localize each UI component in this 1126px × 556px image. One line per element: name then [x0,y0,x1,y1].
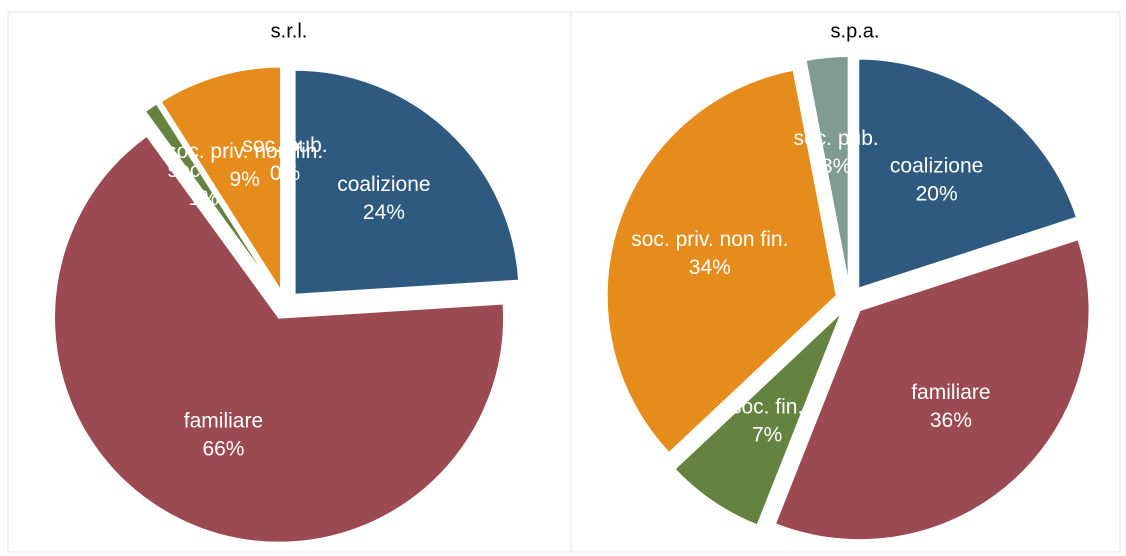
slice-value-label: 36% [930,409,972,432]
slice-category: soc. priv. non fin. [631,228,788,251]
pie-slice [293,68,521,296]
pie-slice [857,57,1079,291]
pie-slice [673,310,844,527]
slice-category: familiare [184,409,263,432]
pie-slice [804,55,850,287]
slice-category: soc. pub. [794,127,879,150]
slice-value-label: 20% [916,182,958,205]
pie-slice [143,102,278,295]
slice-category: coalizione [890,154,983,177]
slice-category: soc. fin. [731,395,803,418]
slice-category: soc. priv. non fin. [166,140,323,163]
slice-category: soc. pub. [242,134,327,157]
slice-value-label: 0% [270,162,300,185]
slice-value-label: 9% [230,168,260,191]
slice-value-label: 1% [189,187,219,210]
slice-value-label: 3% [821,155,851,178]
pie-slice [53,134,506,544]
slice-value-label: 7% [752,423,782,446]
pie-slice [159,65,283,295]
chart-title: s.p.a. [831,20,880,42]
pie-slice [773,237,1091,542]
slice-value-label: 34% [689,256,731,279]
slice-category: familiare [911,381,990,404]
slice-value-label: 66% [202,437,244,460]
chart-title: s.r.l. [271,20,308,42]
slice-category: coalizione [337,173,430,196]
pie-slice [605,68,838,455]
slice-value-label: 24% [363,201,405,224]
